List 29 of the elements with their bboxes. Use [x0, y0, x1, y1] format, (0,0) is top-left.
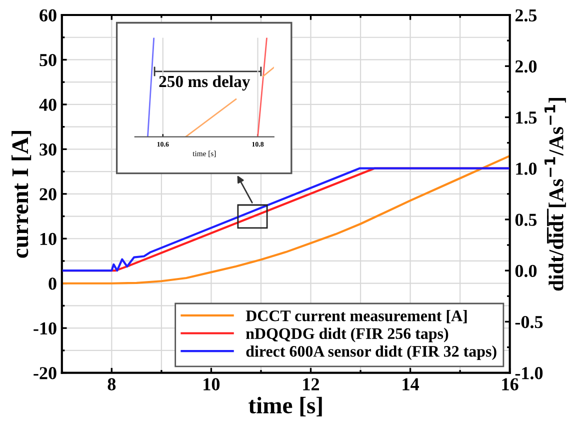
- y2-tick-label: -1.0: [515, 367, 543, 380]
- y-tick-label: 60: [40, 9, 56, 22]
- legend-label: nDQQDG didt (FIR 256 taps): [246, 328, 448, 342]
- y-tick-label: 10: [40, 232, 56, 246]
- annotation: 250 ms delay: [159, 75, 250, 91]
- y2-axis-title: didt/d̅i̅d̅t̅ [As$^{−1}$/As$^{−1}$]: [544, 98, 566, 291]
- y2-tick-label: 2.5: [515, 9, 537, 22]
- y-tick-label: 40: [39, 98, 56, 111]
- y2-tick-label: 2.0: [515, 60, 537, 73]
- x-tick-label: 10: [204, 378, 220, 390]
- y2-tick-label: 0.5: [515, 214, 537, 226]
- x-tick-label: 16: [502, 378, 518, 390]
- y2-tick-label: 0.0: [515, 264, 537, 278]
- x-tick-label: 12: [303, 378, 320, 390]
- y-tick-label: 50: [40, 54, 56, 66]
- legend-label: direct 600A sensor didt (FIR 32 taps): [246, 346, 496, 360]
- y-tick-label: 20: [40, 188, 56, 200]
- y2-tick-label: -0.5: [515, 316, 543, 328]
- y-tick-label: -10: [34, 322, 56, 335]
- y-tick-label: -20: [34, 367, 56, 380]
- y-axis-title: current I [A]: [12, 130, 32, 258]
- x-tick-label: 14: [402, 378, 419, 390]
- x-axis-title: time [s]: [248, 396, 322, 416]
- legend-label: DCCT current measurement [A]: [246, 310, 467, 324]
- x-tick-label: 8: [108, 378, 116, 390]
- y2-tick-label: 1.5: [516, 112, 537, 124]
- y-tick-label: 30: [40, 143, 56, 156]
- y-tick-label: 0: [48, 278, 56, 290]
- y2-tick-label: 1.0: [516, 162, 537, 175]
